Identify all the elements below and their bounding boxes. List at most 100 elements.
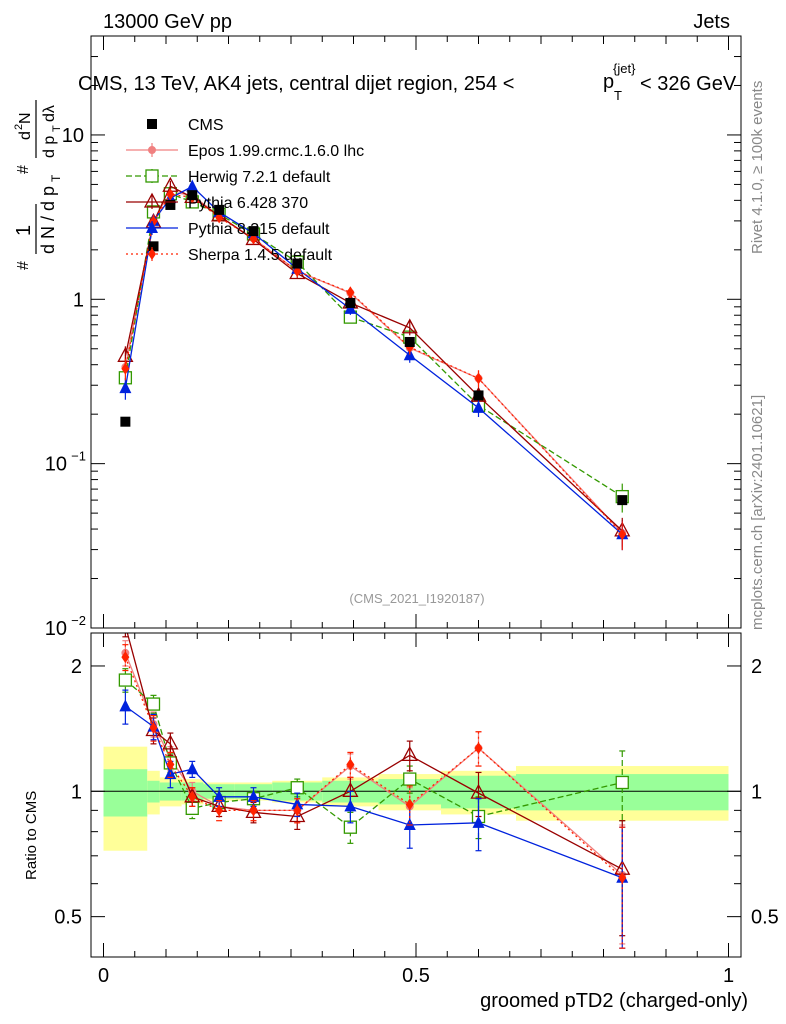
y-tick-label-main: 10	[45, 454, 67, 476]
title-end: < 326 GeV	[640, 73, 737, 95]
y-tick-label-main-exp: −1	[71, 449, 86, 464]
svg-text:T: T	[49, 174, 63, 182]
series-line-ratio	[124, 652, 623, 876]
series-point-ratio	[118, 673, 133, 687]
series-point-main	[474, 372, 483, 385]
series-point-main	[401, 318, 418, 334]
legend-marker	[145, 169, 159, 183]
legend-marker	[146, 221, 158, 233]
data-point	[404, 336, 415, 347]
data-point	[345, 297, 356, 308]
series-point-ratio	[401, 745, 418, 762]
legend-label: Epos 1.99.crmc.1.6.0 lhc	[188, 143, 364, 160]
legend-label: Herwig 7.2.1 default	[188, 169, 331, 186]
data-point	[248, 226, 259, 237]
series-point-main	[166, 188, 175, 201]
svg-text:dλ: dλ	[41, 105, 58, 122]
y-tick-label-ratio-right: 0.5	[751, 907, 779, 929]
y-tick-label-ratio-right: 2	[751, 656, 762, 678]
series-line-main	[124, 191, 623, 534]
axis-ticks	[91, 35, 741, 957]
main-series	[117, 176, 631, 551]
series-point-ratio	[290, 781, 304, 795]
plot-title: CMS, 13 TeV, AK4 jets, central dijet reg…	[78, 61, 737, 103]
series-point-main	[121, 362, 130, 375]
svg-text:d: d	[17, 131, 34, 140]
series-point-ratio	[118, 618, 132, 631]
series-line-main	[124, 185, 623, 535]
series-line-ratio	[124, 656, 623, 879]
series-point-main	[186, 179, 199, 192]
series-point-ratio	[162, 734, 179, 750]
data-point	[473, 390, 484, 401]
x-axis-label: groomed pTD2 (charged-only)	[480, 990, 748, 1012]
series-point-ratio	[119, 699, 132, 712]
data-point	[187, 190, 198, 201]
title-sub: T	[614, 88, 622, 103]
data-point	[165, 199, 176, 210]
y-tick-label-ratio-right: 1	[751, 781, 762, 803]
series-point-ratio	[247, 789, 260, 802]
legend-marker	[143, 192, 161, 208]
y-tick-label-ratio: 2	[71, 656, 82, 678]
legend-label: Pythia 8.315 default	[188, 221, 330, 238]
x-tick-label: 1	[723, 965, 734, 987]
title-p: p	[603, 71, 614, 93]
axis-tick-labels: 0 0.5 1 10 −2 10 −1 1 10 0.5 0.5 1 1 2 2	[45, 125, 779, 987]
y-tick-label-main: 1	[73, 289, 84, 311]
legend-label: Sherpa 1.4.5 default	[188, 247, 333, 264]
series-point-ratio	[166, 758, 175, 771]
y-tick-label-ratio: 0.5	[54, 907, 82, 929]
series-point-ratio	[291, 797, 304, 810]
legend-marker	[148, 248, 156, 260]
series-point-ratio	[149, 721, 158, 734]
data-point	[148, 241, 159, 252]
series-line-ratio	[126, 633, 623, 870]
svg-text:T: T	[51, 125, 63, 132]
legend-marker	[148, 146, 156, 154]
series-line-main	[124, 193, 623, 535]
series-point-ratio	[249, 804, 258, 817]
data-point	[120, 416, 131, 427]
series-point-ratio	[405, 798, 414, 811]
series-point-ratio	[403, 772, 417, 786]
header-right: Jets	[693, 11, 730, 33]
series-point-main	[119, 381, 132, 394]
legend-marker	[147, 119, 157, 129]
series-point-ratio	[188, 790, 197, 803]
side-label-rivet: Rivet 4.1.0, ≥ 100k events	[749, 81, 766, 254]
svg-text:1: 1	[13, 225, 35, 236]
data-point	[214, 204, 225, 215]
analysis-watermark: (CMS_2021_I1920187)	[349, 591, 484, 606]
series-point-ratio	[289, 807, 306, 823]
y-axis-label-ratio: Ratio to CMS	[23, 791, 40, 880]
legend: CMS Epos 1.99.crmc.1.6.0 lhc Herwig 7.2.1 …	[126, 117, 364, 264]
series-point-ratio	[186, 762, 199, 775]
header-left: 13000 GeV pp	[103, 11, 232, 33]
y-tick-label-main: 10	[45, 618, 67, 640]
data-point	[292, 258, 303, 269]
band-inner	[103, 769, 148, 817]
y-tick-label-main-exp: −2	[71, 613, 86, 628]
svg-text:d p: d p	[41, 136, 58, 158]
svg-text:#: #	[15, 165, 32, 174]
x-tick-label: 0	[98, 965, 109, 987]
title-sup: {jet}	[613, 61, 636, 76]
series-point-main	[618, 528, 627, 541]
series-point-ratio	[293, 804, 302, 817]
svg-text:2: 2	[13, 124, 25, 130]
svg-text:d N / d p: d N / d p	[38, 186, 58, 254]
series-point-ratio	[618, 871, 627, 884]
series-point-ratio	[403, 818, 416, 831]
series-point-ratio	[472, 815, 485, 828]
title-text: CMS, 13 TeV, AK4 jets, central dijet reg…	[78, 73, 514, 95]
series-point-ratio	[615, 775, 629, 790]
svg-text:N: N	[17, 112, 34, 124]
y-tick-label-ratio: 1	[71, 781, 82, 803]
series-point-main	[346, 286, 355, 299]
ratio-series	[118, 618, 631, 949]
series-point-main	[472, 400, 485, 413]
legend-label: Pythia 6.428 370	[188, 195, 308, 212]
svg-text:#: #	[15, 261, 32, 270]
